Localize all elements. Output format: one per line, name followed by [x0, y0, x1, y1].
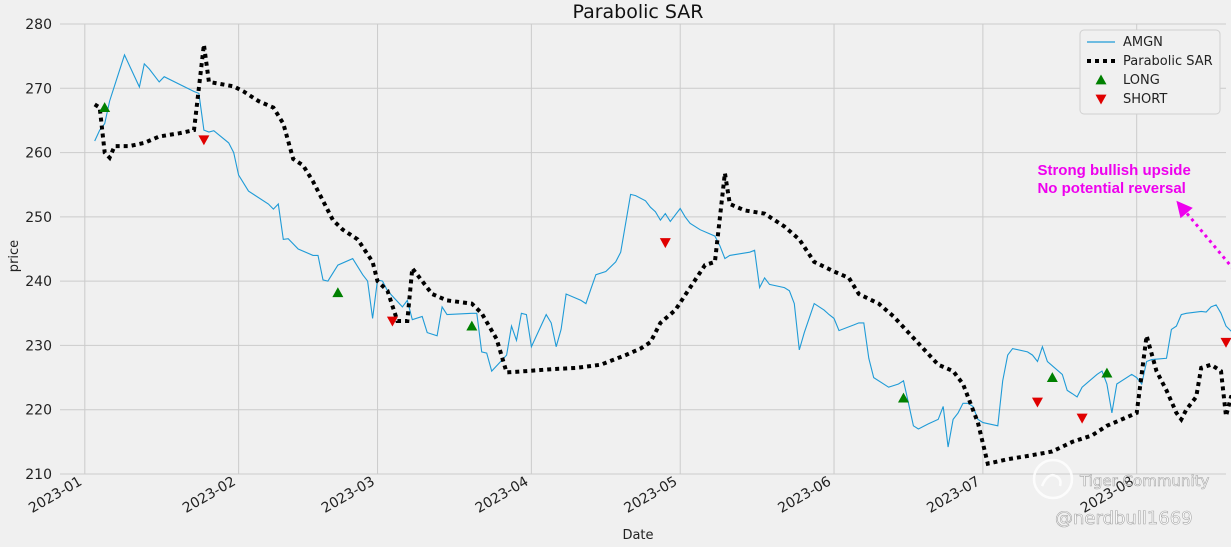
y-tick-label: 210 [25, 467, 52, 483]
short-signal-marker [386, 316, 398, 327]
long-signal-marker [466, 320, 478, 331]
legend-label-long: LONG [1123, 73, 1160, 88]
y-tick-label: 270 [25, 81, 52, 97]
legend: AMGN Parabolic SAR LONG SHORT [1079, 29, 1221, 115]
legend-box [1079, 29, 1221, 115]
y-tick-label: 240 [25, 274, 52, 290]
long-signal-marker [99, 102, 111, 112]
x-ticks: 2023-01 2023-02 2023-03 2023-04 2023-05 2023-… [26, 474, 1137, 517]
y-tick-label: 280 [25, 17, 52, 33]
x-tick-label: 2023-04 [473, 474, 532, 517]
x-tick-label: 2023-06 [775, 474, 834, 517]
short-signal-marker [659, 238, 671, 249]
y-tick-label: 220 [25, 403, 52, 419]
x-axis-label: Date [622, 528, 653, 543]
marker-layer [99, 102, 1231, 424]
annotation-text: No potential reversal [1037, 180, 1185, 197]
y-tick-label: 260 [25, 146, 52, 162]
long-signal-marker [1046, 372, 1058, 382]
long-signal-marker [332, 287, 344, 298]
long-signal-marker [897, 392, 909, 403]
legend-label-amgn: AMGN [1123, 35, 1163, 50]
legend-label-psar: Parabolic SAR [1123, 54, 1213, 69]
x-tick-label: 2023-02 [180, 474, 239, 517]
annotation-text: Strong bullish upside [1037, 162, 1190, 179]
short-signal-marker [1031, 397, 1043, 408]
short-signal-marker [198, 135, 210, 146]
watermark-brand: Tiger Community [1079, 472, 1209, 490]
chart-title: Parabolic SAR [572, 1, 703, 23]
y-axis-label: price [7, 240, 22, 272]
watermark: Tiger Community @nerdbull1669 [1032, 458, 1210, 529]
plot-area [60, 24, 1226, 474]
legend-swatch-short [1095, 94, 1107, 105]
annotation-arrow-head [1176, 200, 1193, 219]
annotation-arrow-shaft [1185, 212, 1231, 269]
x-tick-label: 2023-03 [319, 474, 378, 517]
series-layer [93, 44, 1231, 467]
tiger-logo-icon [1032, 458, 1074, 500]
series-line-amgn [94, 53, 1231, 448]
watermark-handle: @nerdbull1669 [1055, 508, 1193, 529]
tiger-logo-mark-icon [1040, 473, 1062, 487]
long-signal-marker [1101, 367, 1113, 378]
y-ticks: 210 220 230 240 250 260 270 280 [25, 17, 52, 483]
legend-label-short: SHORT [1123, 92, 1167, 107]
y-tick-label: 230 [25, 338, 52, 354]
x-tick-label: 2023-07 [924, 474, 983, 517]
short-signal-marker [1076, 413, 1088, 424]
x-tick-label: 2023-05 [622, 474, 681, 517]
legend-swatch-long [1095, 74, 1107, 85]
y-tick-label: 250 [25, 210, 52, 226]
short-signal-marker [1220, 337, 1231, 348]
grid [60, 23, 1226, 475]
